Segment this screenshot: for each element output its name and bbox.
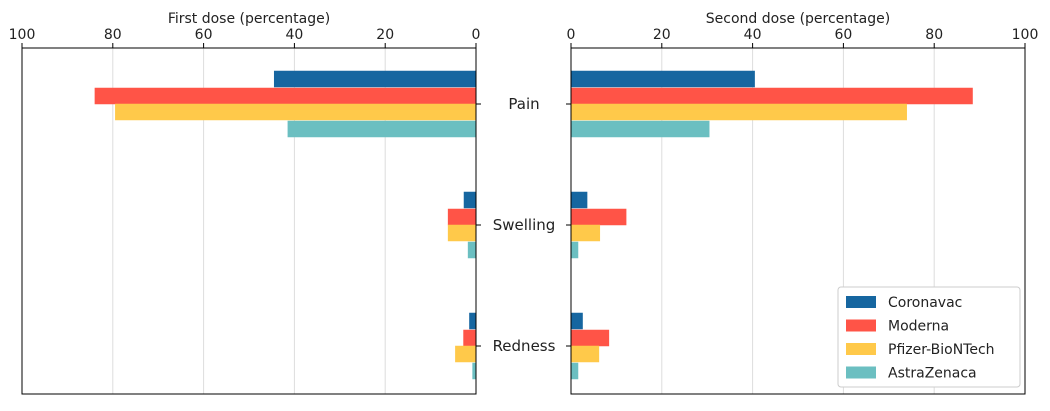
second-dose-bar-astrazenaca-pain — [571, 120, 710, 138]
second-dose-bar-astrazenaca-redness — [571, 362, 579, 380]
first-dose-panel: First dose (percentage) 100 80 60 40 20 0 — [9, 11, 481, 395]
first-dose-title: First dose (percentage) — [168, 11, 330, 27]
legend-label-pfizer-biontech: Pfizer-BioNTech — [888, 342, 995, 358]
second-dose-tick-label: 60 — [834, 27, 852, 43]
second-dose-panel: Second dose (percentage) 0 20 40 60 80 100 — [566, 11, 1039, 395]
first-dose-bar-astrazenaca-pain — [287, 120, 476, 138]
second-dose-bar-pfizer-biontech-pain — [571, 103, 907, 121]
first-dose-tick-label: 0 — [472, 27, 481, 43]
chart-legend: Coronavac Moderna Pfizer-BioNTech AstraZena… — [837, 286, 1021, 388]
second-dose-tick-label: 100 — [1012, 27, 1039, 43]
first-dose-bar-pfizer-biontech-pain — [115, 103, 476, 121]
first-dose-bar-pfizer-biontech-swelling — [447, 224, 476, 242]
category-label-swelling: Swelling — [493, 216, 556, 234]
first-dose-tick-label: 40 — [285, 27, 303, 43]
legend-swatch-moderna — [846, 319, 876, 332]
second-dose-bar-pfizer-biontech-swelling — [571, 224, 601, 242]
legend-box — [837, 286, 1021, 388]
legend-label-moderna: Moderna — [888, 319, 949, 335]
first-dose-bar-coronavac-redness — [469, 312, 476, 330]
second-dose-bar-coronavac-redness — [571, 312, 583, 330]
second-dose-axes-frame — [570, 47, 1026, 395]
first-dose-bars — [94, 70, 476, 380]
first-dose-bar-moderna-swelling — [447, 208, 476, 226]
second-dose-tick-label: 0 — [567, 27, 576, 43]
category-labels: Pain Swelling Redness — [493, 95, 556, 355]
legend-swatch-astrazenaca — [846, 366, 876, 379]
second-dose-bar-coronavac-swelling — [571, 191, 588, 209]
second-dose-tick-label: 80 — [925, 27, 943, 43]
second-dose-bar-moderna-redness — [571, 329, 610, 347]
first-dose-tick-label: 80 — [104, 27, 122, 43]
first-dose-bar-coronavac-swelling — [463, 191, 476, 209]
second-dose-bar-coronavac-pain — [571, 70, 755, 88]
first-dose-bar-moderna-pain — [94, 87, 476, 105]
first-dose-tick-label: 60 — [195, 27, 213, 43]
category-label-pain: Pain — [508, 95, 539, 113]
second-dose-ticks: 0 20 40 60 80 100 — [566, 27, 1039, 347]
first-dose-tick-label: 100 — [9, 27, 36, 43]
first-dose-bar-coronavac-pain — [273, 70, 476, 88]
second-dose-bar-pfizer-biontech-redness — [571, 345, 600, 363]
first-dose-ticks: 100 80 60 40 20 0 — [9, 27, 481, 347]
category-label-redness: Redness — [493, 337, 556, 355]
second-dose-bar-moderna-pain — [571, 87, 973, 105]
second-dose-bars — [571, 70, 973, 380]
first-dose-axes-frame — [21, 47, 477, 395]
legend-label-coronavac: Coronavac — [888, 295, 962, 311]
first-dose-tick-label: 20 — [376, 27, 394, 43]
legend-swatch-coronavac — [846, 296, 876, 308]
first-dose-bar-astrazenaca-redness — [472, 362, 476, 380]
second-dose-tick-label: 20 — [653, 27, 671, 43]
legend-swatch-pfizer-biontech — [846, 343, 876, 355]
second-dose-title: Second dose (percentage) — [706, 11, 890, 27]
second-dose-tick-label: 40 — [744, 27, 762, 43]
first-dose-bar-astrazenaca-swelling — [467, 241, 476, 259]
legend-label-astrazenaca: AstraZenaca — [888, 366, 977, 382]
first-dose-bar-pfizer-biontech-redness — [455, 345, 476, 363]
second-dose-bar-moderna-swelling — [571, 208, 627, 226]
first-dose-bar-moderna-redness — [463, 329, 476, 347]
second-dose-bar-astrazenaca-swelling — [571, 241, 579, 259]
